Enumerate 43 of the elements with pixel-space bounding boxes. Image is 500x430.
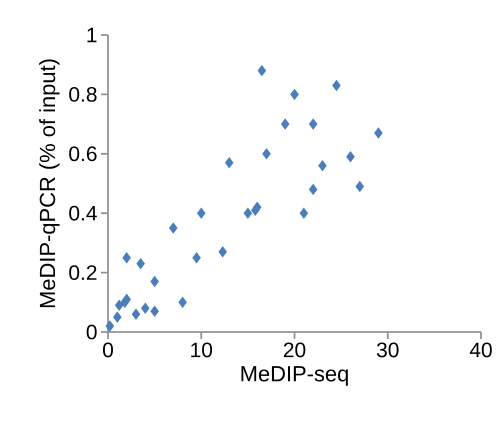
y-tick-label: 1	[87, 28, 96, 42]
y-tick-label: 0	[86, 324, 97, 340]
y-axis-title: MeDIP-qPCR (% of input)	[39, 59, 60, 308]
point	[150, 306, 159, 317]
point	[308, 184, 318, 196]
x-axis-title: MeDIP-seq	[241, 366, 348, 386]
point	[332, 80, 341, 92]
point	[355, 180, 364, 192]
point	[122, 294, 131, 306]
point	[244, 208, 252, 219]
point	[224, 157, 234, 168]
point	[346, 151, 355, 162]
point	[300, 208, 308, 219]
point	[196, 208, 206, 219]
y-tick-label: 0.8	[69, 86, 97, 102]
x-tick-label: 30	[376, 342, 399, 358]
x-tick-label: 20	[284, 342, 306, 358]
point	[192, 252, 201, 264]
y-tick-label: 0.6	[69, 146, 97, 162]
point	[308, 118, 318, 130]
point	[136, 258, 145, 270]
point	[262, 148, 271, 160]
point	[150, 276, 159, 288]
point	[106, 320, 114, 332]
point	[114, 300, 124, 311]
x-tick-label: 0	[102, 342, 113, 358]
y-tick-label: 0.2	[69, 265, 96, 280]
y-tick-label: 0.4	[69, 206, 97, 221]
x-tick-label: 40	[470, 342, 492, 358]
point	[280, 118, 290, 130]
point	[258, 64, 266, 76]
point	[140, 302, 150, 314]
x-tick-label: 10	[191, 342, 212, 358]
point	[218, 246, 228, 258]
point	[122, 252, 131, 264]
point	[374, 127, 383, 139]
point	[113, 311, 122, 323]
point	[168, 222, 178, 234]
point	[290, 88, 299, 100]
point	[252, 202, 262, 213]
point	[178, 296, 187, 308]
point	[318, 160, 327, 172]
point	[132, 308, 140, 320]
